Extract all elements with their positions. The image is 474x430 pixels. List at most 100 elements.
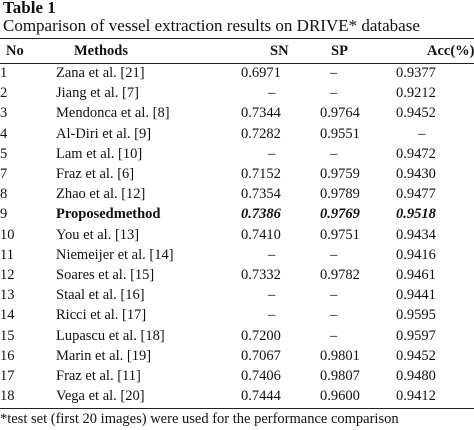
cell-sp: 0.9551 — [320, 125, 360, 142]
cell-sp: 0.9600 — [320, 388, 360, 405]
top-rule — [0, 38, 474, 39]
table-row: 17 Fraz et al. [11] 0.7406 0.9807 0.9480 — [0, 366, 474, 386]
cell-no: 12 — [0, 266, 15, 283]
cell-acc: 0.9377 — [396, 65, 436, 82]
cell-sn: 0.6971 — [241, 65, 281, 82]
table-row: 4 Al-Diri et al. [9] 0.7282 0.9551 – — [0, 124, 474, 144]
cell-method: Jiang et al. [7] — [56, 85, 139, 102]
cell-acc: 0.9434 — [396, 226, 436, 243]
cell-acc: 0.9452 — [396, 347, 436, 364]
cell-acc: 0.9597 — [396, 327, 436, 344]
cell-sp: – — [330, 246, 338, 263]
cell-no: 14 — [0, 307, 15, 324]
table-header: No Methods SN SP Acc(%) — [0, 39, 474, 63]
cell-acc: 0.9412 — [396, 388, 436, 405]
header-sp: SP — [331, 43, 348, 59]
cell-no: 11 — [0, 246, 14, 263]
cell-acc: 0.9441 — [396, 287, 436, 304]
cell-sn: 0.7410 — [241, 226, 281, 243]
cell-no: 10 — [0, 226, 15, 243]
cell-sp: 0.9759 — [320, 166, 360, 183]
cell-no: 2 — [0, 85, 8, 102]
table-row: 16 Marin et al. [19] 0.7067 0.9801 0.9452 — [0, 346, 474, 366]
table-body: 1 Zana et al. [21] 0.6971 – 0.9377 2 Jiang et … — [0, 63, 474, 406]
cell-sp: 0.9782 — [320, 266, 360, 283]
cell-sn: – — [268, 246, 276, 263]
table-label: Table 1 — [3, 0, 56, 17]
table-row: 2 Jiang et al. [7] – – 0.9212 — [0, 83, 474, 103]
results-table: No Methods SN SP Acc(%) 1 Zana et al. [21… — [0, 39, 474, 406]
cell-no: 16 — [0, 347, 15, 364]
cell-sp: – — [330, 327, 338, 344]
cell-method: Marin et al. [19] — [56, 347, 152, 364]
cell-sn: 0.7444 — [241, 388, 281, 405]
cell-method: Zana et al. [21] — [56, 65, 145, 82]
table-row: 13 Staal et al. [16] – – 0.9441 — [0, 285, 474, 305]
cell-acc: 0.9430 — [396, 166, 436, 183]
table-row: 14 Ricci et al. [17] – – 0.9595 — [0, 305, 474, 325]
table-row: 18 Vega et al. [20] 0.7444 0.9600 0.9412 — [0, 386, 474, 406]
cell-acc: 0.9452 — [396, 105, 436, 122]
cell-sn: 0.7282 — [241, 125, 281, 142]
table-row: 5 Lam et al. [10] – – 0.9472 — [0, 144, 474, 164]
cell-no: 13 — [0, 287, 15, 304]
table-row: 7 Fraz et al. [6] 0.7152 0.9759 0.9430 — [0, 164, 474, 184]
cell-no: 9 — [0, 206, 8, 223]
cell-no: 4 — [0, 125, 8, 142]
table-caption: Comparison of vessel extraction results … — [3, 16, 420, 35]
table-row: 12 Soares et al. [15] 0.7332 0.9782 0.9461 — [0, 265, 474, 285]
header-sn: SN — [270, 43, 289, 59]
table-row: 11 Niemeijer et al. [14] – – 0.9416 — [0, 245, 474, 265]
cell-method: Lam et al. [10] — [56, 145, 143, 162]
cell-method: Zhao et al. [12] — [56, 186, 146, 203]
cell-method: Al-Diri et al. [9] — [56, 125, 152, 142]
cell-no: 7 — [0, 166, 8, 183]
bottom-rule — [0, 408, 474, 409]
cell-sp: 0.9751 — [320, 226, 360, 243]
cell-acc: 0.9595 — [396, 307, 436, 324]
cell-method: You et al. [13] — [56, 226, 140, 243]
cell-no: 3 — [0, 105, 8, 122]
cell-acc: 0.9518 — [396, 206, 436, 223]
cell-acc: – — [418, 125, 426, 142]
cell-sn: 0.7067 — [241, 347, 281, 364]
cell-sp: 0.9789 — [320, 186, 360, 203]
cell-sn: – — [268, 145, 276, 162]
cell-no: 8 — [0, 186, 8, 203]
header-row: No Methods SN SP Acc(%) — [0, 39, 474, 63]
cell-method: Lupascu et al. [18] — [56, 327, 165, 344]
cell-no: 17 — [0, 367, 15, 384]
table-row: 3 Mendonca et al. [8] 0.7344 0.9764 0.9452 — [0, 103, 474, 123]
cell-acc: 0.9472 — [396, 145, 436, 162]
cell-sp: 0.9801 — [320, 347, 360, 364]
cell-acc: 0.9416 — [396, 246, 436, 263]
cell-acc: 0.9461 — [396, 266, 436, 283]
header-rule — [0, 63, 474, 64]
cell-sn: 0.7152 — [241, 166, 281, 183]
table-row-highlighted: 9 Proposedmethod 0.7386 0.9769 0.9518 — [0, 204, 474, 224]
cell-no: 5 — [0, 145, 8, 162]
cell-sp: 0.9769 — [320, 206, 360, 223]
cell-method: Soares et al. [15] — [56, 266, 155, 283]
cell-method: Fraz et al. [11] — [56, 367, 141, 384]
cell-sn: 0.7386 — [241, 206, 281, 223]
cell-no: 1 — [0, 65, 8, 82]
table-row: 8 Zhao et al. [12] 0.7354 0.9789 0.9477 — [0, 184, 474, 204]
header-acc: Acc(%) — [427, 43, 474, 59]
cell-acc: 0.9477 — [396, 186, 436, 203]
cell-method: Niemeijer et al. [14] — [56, 246, 174, 263]
cell-sn: 0.7200 — [241, 327, 281, 344]
cell-sn: 0.7344 — [241, 105, 281, 122]
cell-sp: – — [330, 307, 338, 324]
cell-no: 18 — [0, 388, 15, 405]
cell-method: Vega et al. [20] — [56, 388, 145, 405]
cell-sn: – — [268, 307, 276, 324]
cell-sp: 0.9764 — [320, 105, 360, 122]
header-method: Methods — [74, 43, 128, 59]
cell-sp: – — [330, 65, 338, 82]
cell-sn: – — [268, 287, 276, 304]
table-footnote: *test set (first 20 images) were used fo… — [0, 411, 399, 427]
cell-method: Mendonca et al. [8] — [56, 105, 170, 122]
cell-acc: 0.9480 — [396, 367, 436, 384]
cell-method: Fraz et al. [6] — [56, 166, 135, 183]
